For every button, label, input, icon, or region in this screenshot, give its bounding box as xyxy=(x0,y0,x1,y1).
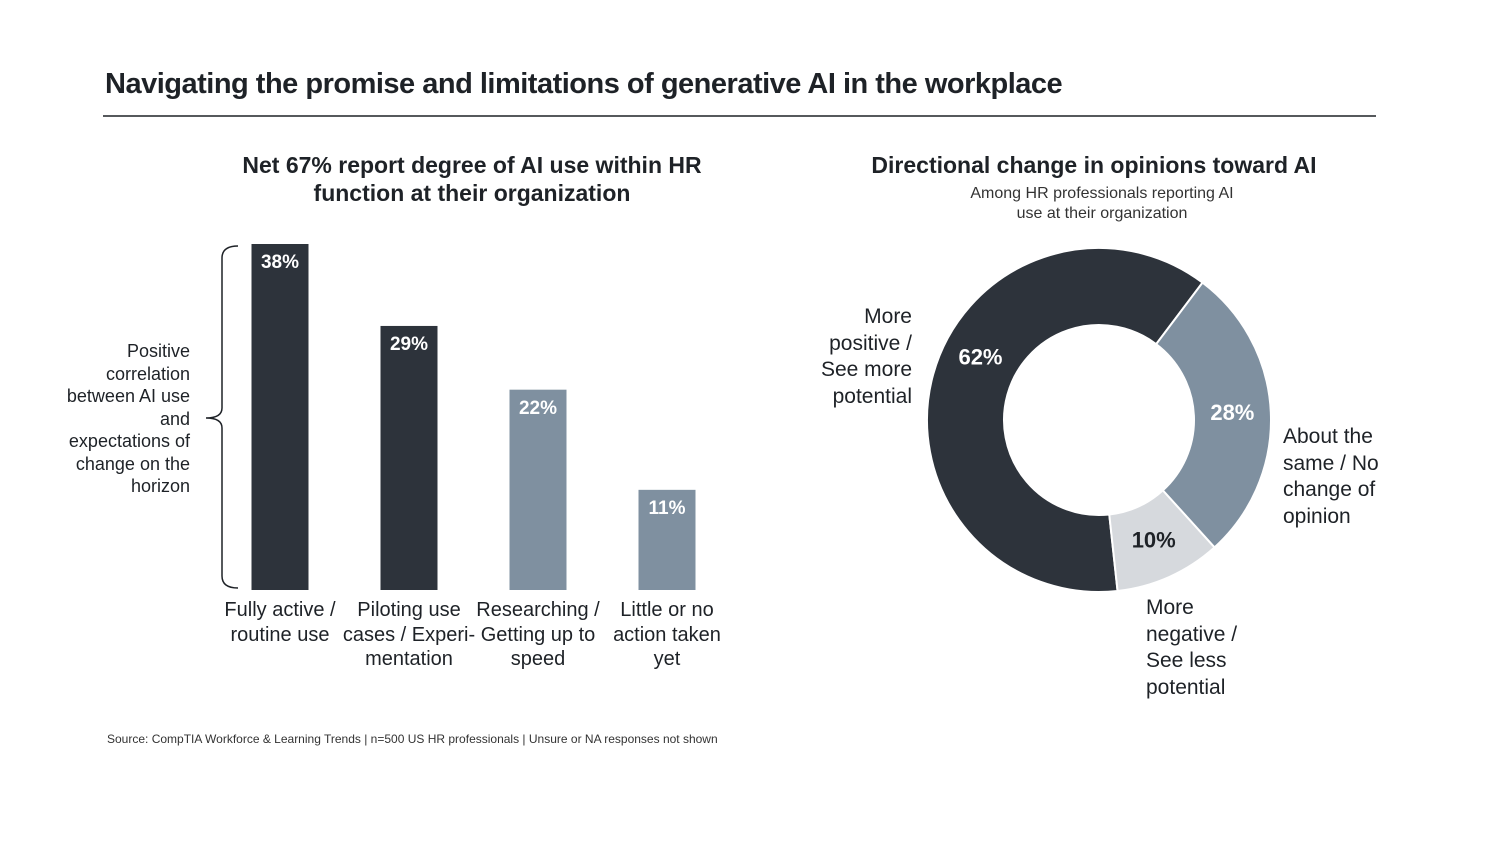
legend-label: About the same / No change of opinion xyxy=(1283,425,1379,528)
page-title: Navigating the promise and limitations o… xyxy=(105,68,1063,100)
x-tick-label: Little or no action taken yet xyxy=(613,599,721,670)
x-tick-label: Researching / Getting up to speed xyxy=(476,599,600,670)
value-label: 28% xyxy=(1210,400,1254,425)
legend-label: More negative / See less potential xyxy=(1146,596,1238,699)
x-tick-label: Fully active / routine use xyxy=(224,599,336,646)
value-label: 10% xyxy=(1132,528,1176,553)
donut-slice xyxy=(1108,488,1216,593)
value-label: 11% xyxy=(648,497,686,519)
x-tick-label: Piloting use cases / Experi-mentation xyxy=(342,599,476,670)
legend-label: More positive / See more potential xyxy=(820,305,912,408)
value-label: 62% xyxy=(958,344,1002,369)
value-label: 29% xyxy=(389,333,429,355)
value-label: 38% xyxy=(260,252,300,273)
donut-slice xyxy=(926,247,1204,593)
chart-subtitle: Among HR professionals reporting AI use … xyxy=(970,185,1234,222)
chart-title: Net 67% report degree of AI use within H… xyxy=(242,152,702,206)
annotation: Positive correlation between AI use and … xyxy=(66,341,190,496)
bar xyxy=(509,389,567,590)
value-label: 22% xyxy=(518,397,558,419)
bar xyxy=(380,325,438,590)
bar xyxy=(638,489,696,590)
bracket xyxy=(205,245,239,589)
bar xyxy=(251,244,309,590)
donut-slice xyxy=(1154,281,1272,549)
chart-title: Directional change in opinions toward AI xyxy=(871,152,1317,178)
source-note: Source: CompTIA Workforce & Learning Tre… xyxy=(107,732,718,746)
